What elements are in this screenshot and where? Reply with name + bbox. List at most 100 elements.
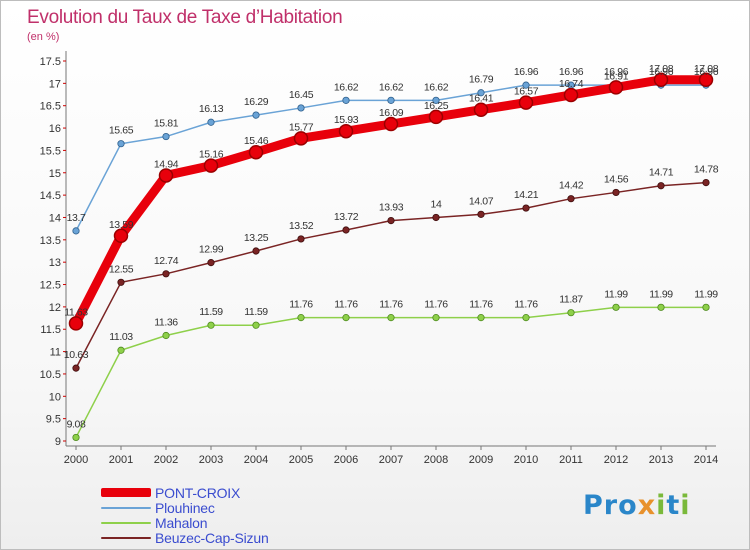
y-tick-label: 15.5 [40,145,61,157]
data-label-2: 11.87 [559,294,583,306]
x-tick-label: 2010 [514,454,538,466]
data-point-2 [117,346,125,354]
legend-swatch [101,488,151,497]
data-point-3 [117,278,125,286]
data-label-0: 16.91 [604,70,629,82]
x-tick-label: 2003 [199,454,223,466]
data-point-2 [702,303,710,311]
data-point-2 [522,314,530,322]
data-point-3 [342,226,350,234]
data-label-1: 15.81 [154,118,179,130]
legend-swatch [101,536,151,539]
data-label-0: 13.59 [109,219,134,231]
x-tick-label: 2013 [649,454,673,466]
data-point-3 [702,179,710,187]
data-point-2 [72,433,80,442]
data-label-1: 16.96 [649,66,674,78]
data-label-1: 16.96 [694,66,719,78]
y-tick-label: 10.5 [40,369,61,381]
y-tick-label: 14 [49,212,61,224]
logo-letter: o [618,490,638,521]
logo-letter: P [583,490,604,521]
data-label-0: 15.93 [334,114,359,126]
data-point-0 [698,72,714,88]
data-point-0 [518,95,534,110]
data-label-3: 14.07 [469,195,494,207]
data-point-2 [567,309,575,317]
y-tick-label: 12 [49,302,61,314]
data-point-2 [162,331,170,340]
data-point-1 [432,96,440,104]
data-point-0 [383,116,399,132]
y-tick-label: 17.5 [40,56,61,68]
chart-title: Evolution du Taux de Taxe d’Habitation [27,7,343,28]
logo-letter: r [603,490,619,521]
x-tick-label: 2006 [334,454,358,466]
data-label-1: 16.79 [469,74,494,86]
logo-letter: i [656,490,667,521]
data-label-3: 14.78 [694,164,719,176]
data-label-0: 16.09 [379,107,404,119]
data-point-1 [342,96,350,104]
logo-letter: t [666,490,681,521]
y-tick-label: 11 [50,347,61,359]
data-point-3 [612,188,620,197]
data-point-2 [342,314,350,322]
data-point-2 [207,321,215,329]
data-label-0: 14.94 [154,158,179,170]
data-point-3 [252,247,260,255]
data-label-3: 10.63 [64,349,89,361]
x-tick-label: 2001 [109,454,133,466]
data-label-0: 16.74 [559,78,584,90]
data-label-1: 16.96 [514,66,539,78]
data-label-1: 16.29 [244,96,269,108]
data-label-3: 12.99 [199,244,224,256]
data-label-2: 11.99 [694,288,718,300]
data-label-3: 12.74 [154,255,179,267]
x-tick-label: 2007 [379,454,403,466]
data-label-1: 16.62 [334,81,359,93]
data-label-0: 16.25 [424,100,449,112]
data-point-0 [113,228,129,244]
chart-unit-label: (en %) [27,31,60,43]
data-label-3: 14.71 [649,167,674,179]
data-point-3 [162,270,170,278]
data-label-0: 16.41 [469,93,494,105]
data-point-2 [252,321,260,329]
data-point-0 [608,80,624,95]
data-label-2: 9.08 [67,418,86,430]
data-point-3 [477,210,485,218]
data-point-0 [428,109,444,125]
data-label-1: 16.62 [379,81,404,93]
data-point-1 [162,132,170,141]
x-tick-label: 2011 [559,454,583,466]
data-point-1 [477,89,485,97]
x-tick-label: 2009 [469,454,493,466]
data-point-2 [657,303,665,311]
y-tick-label: 15 [49,168,61,180]
x-tick-label: 2002 [154,454,178,466]
legend-label: Beuzec-Cap-Sizun [155,529,269,546]
data-label-3: 14.42 [559,180,584,192]
data-label-1: 16.13 [199,103,224,115]
data-label-2: 11.99 [604,288,628,300]
data-label-3: 14.56 [604,173,629,185]
legend-label: Mahalon [155,514,208,531]
y-tick-label: 16 [49,123,61,135]
data-point-3 [522,204,530,212]
data-label-1: 13.7 [67,212,86,224]
y-tick-label: 9 [55,436,61,448]
data-point-1 [252,111,260,119]
data-point-3 [567,195,575,203]
logo-letter: i [680,490,691,521]
data-point-1 [72,227,80,235]
data-point-2 [432,314,440,322]
data-label-2: 11.59 [244,306,268,318]
data-label-0: 16.57 [514,86,539,98]
data-point-3 [387,217,395,225]
data-point-3 [297,235,305,243]
proxiti-logo: Proxiti [583,490,691,521]
data-point-1 [297,104,305,112]
